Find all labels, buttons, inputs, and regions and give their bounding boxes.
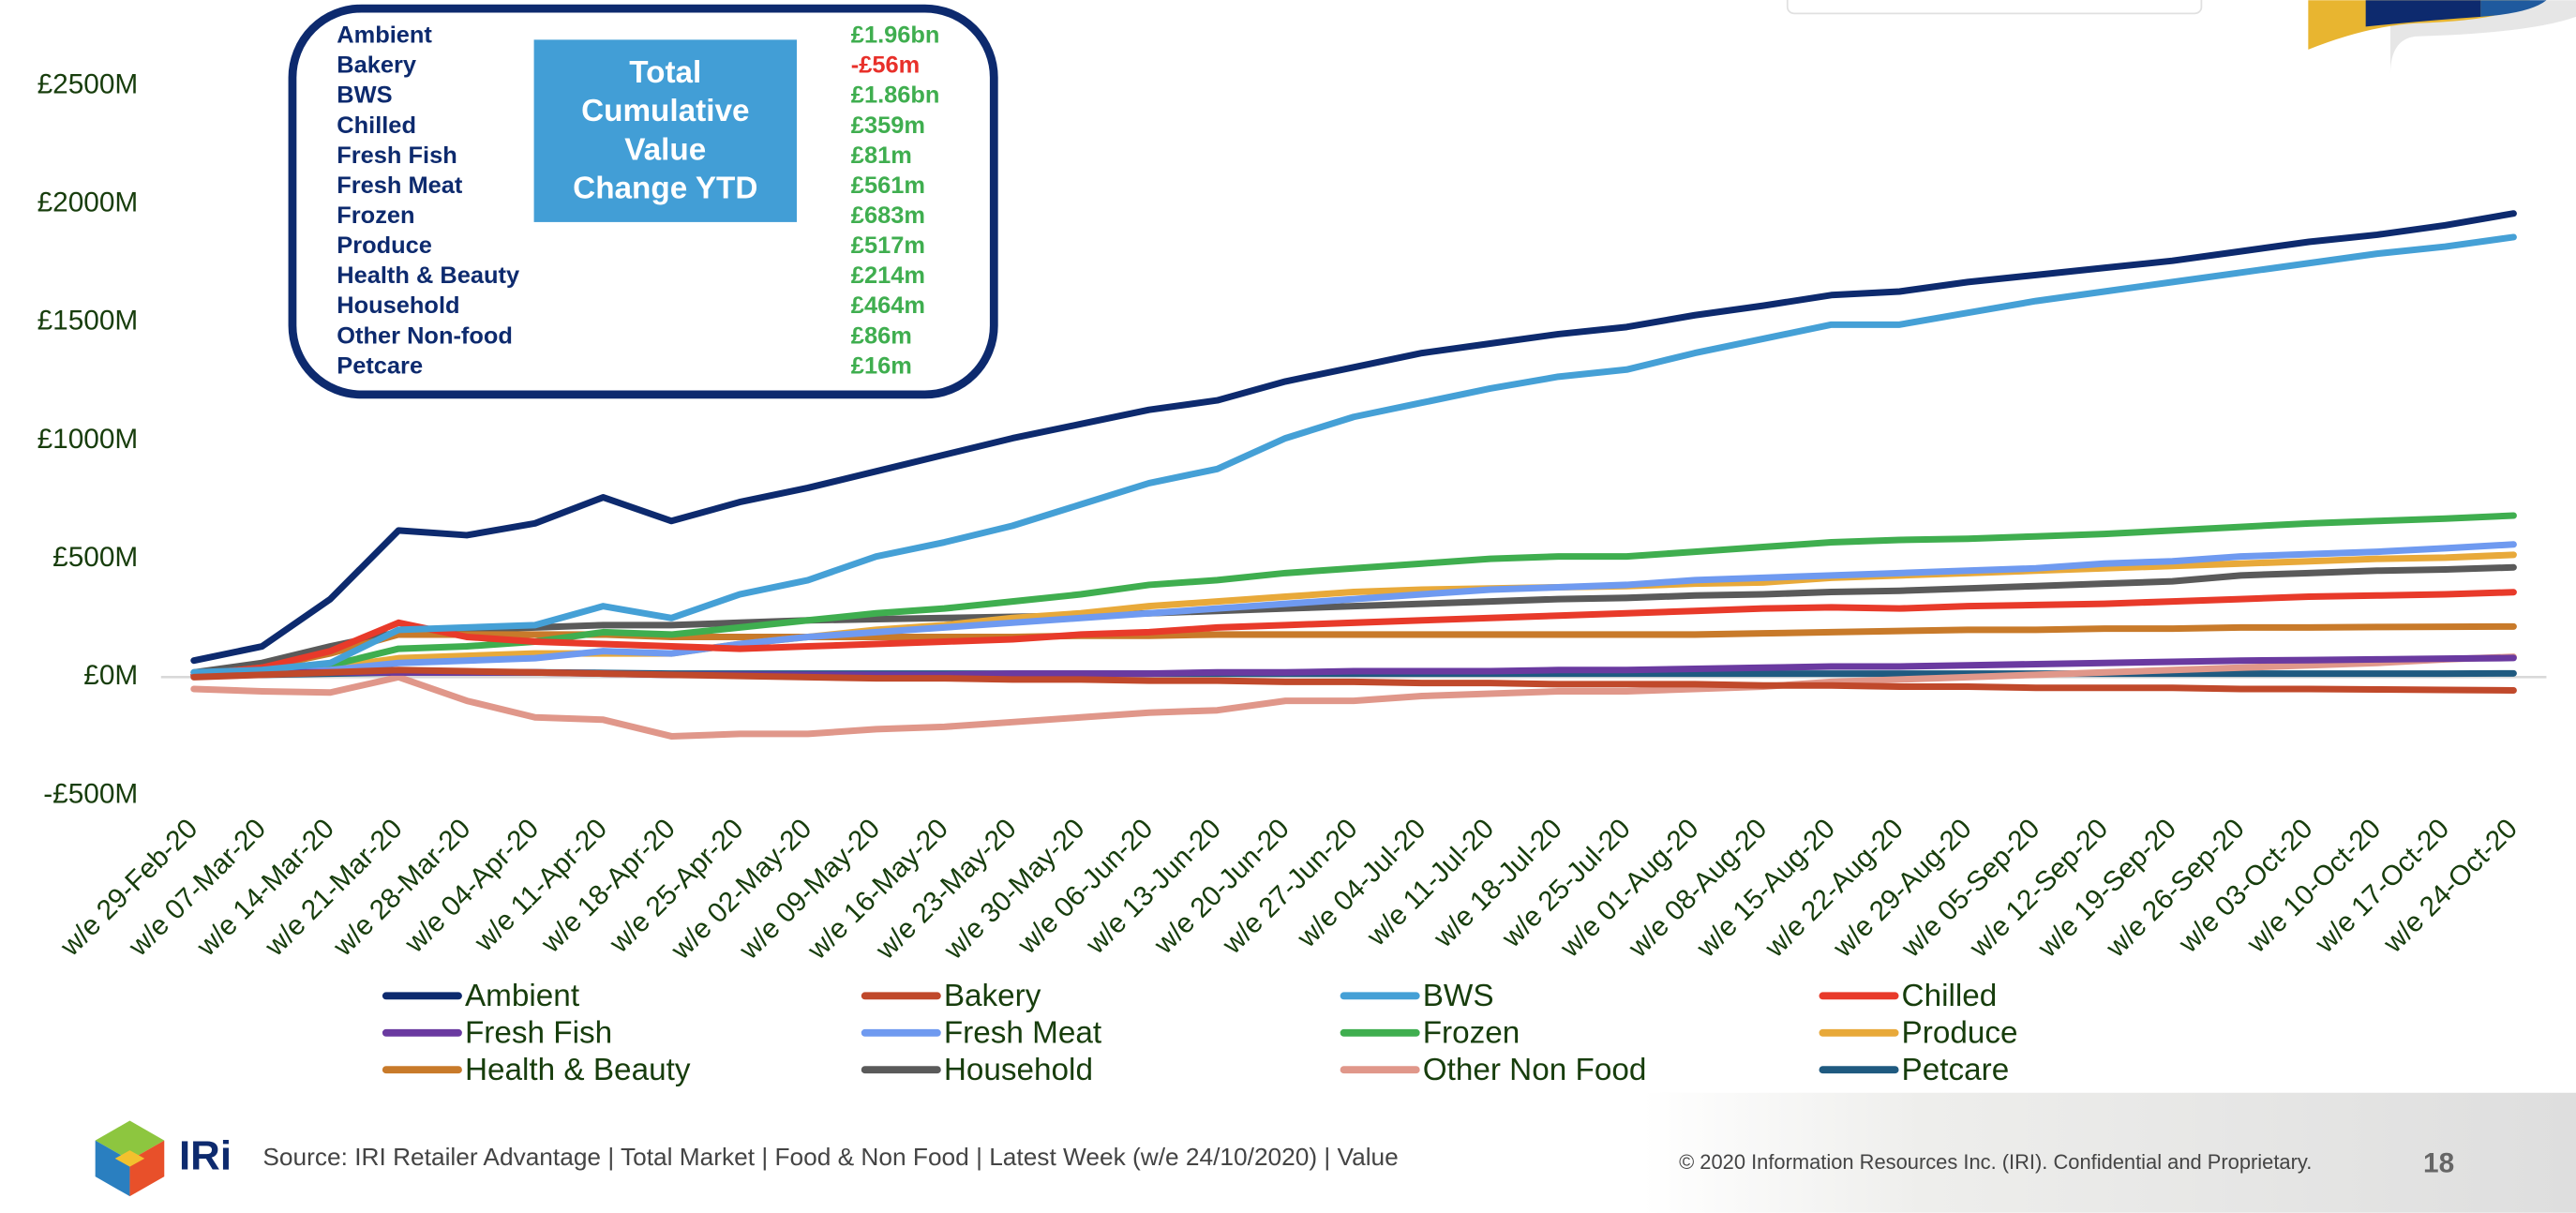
summary-title-box: [533, 39, 797, 222]
logo-cube: [95, 1120, 165, 1197]
legend-label: Ambient: [465, 979, 579, 1013]
summary-label: Fresh Meat: [337, 172, 463, 199]
legend: Ambient Bakery BWS Chilled Fresh Fish Fresh M…: [382, 979, 2018, 1087]
summary-title: Change YTD: [573, 172, 757, 206]
legend-label: Health & Beauty: [465, 1053, 691, 1087]
legend-label: Produce: [1902, 1015, 2018, 1050]
summary-title: Total: [629, 55, 701, 90]
legend-label: Other Non Food: [1423, 1053, 1647, 1087]
page-number: 18: [2423, 1148, 2454, 1179]
footer-band: [1642, 1092, 2576, 1213]
summary-label: Produce: [337, 232, 432, 259]
summary-label: Household: [337, 292, 459, 319]
top-box: [1786, 0, 2203, 15]
summary-title: Value: [624, 132, 706, 167]
series-line: [190, 541, 2517, 680]
summary-label: Other Non-food: [337, 322, 513, 349]
summary-title: Cumulative: [581, 94, 749, 128]
y-tick-label: -£500M: [43, 778, 138, 809]
series-line: [190, 666, 2517, 694]
summary-value: £214m: [851, 262, 925, 289]
summary-label: Fresh Fish: [337, 142, 457, 169]
summary-value: £359m: [851, 112, 925, 139]
summary-value: £81m: [851, 142, 912, 169]
legend-label: Fresh Fish: [465, 1015, 612, 1050]
summary-value: -£56m: [851, 52, 920, 79]
summary-label: Health & Beauty: [337, 262, 519, 289]
summary-value: £86m: [851, 322, 912, 349]
legend-label: Frozen: [1423, 1015, 1520, 1050]
summary-value: £16m: [851, 352, 912, 379]
source-note: Source: IRI Retailer Advantage | Total M…: [262, 1143, 1398, 1171]
y-tick-label: £2500M: [37, 68, 139, 99]
summary-value: £1.96bn: [851, 22, 940, 49]
summary-value: £683m: [851, 202, 925, 229]
series-line: [190, 653, 2517, 740]
footer: IRi Source: IRI Retailer Advantage | Tot…: [95, 1120, 2454, 1197]
summary-value: £1.86bn: [851, 82, 940, 109]
y-tick-label: £1000M: [37, 424, 139, 455]
series-line: [190, 210, 2517, 665]
y-tick-label: £0M: [83, 660, 138, 691]
summary-value: £561m: [851, 172, 925, 199]
y-tick-label: £1500M: [37, 306, 139, 337]
legend-label: Petcare: [1902, 1053, 2010, 1087]
summary-label: Frozen: [337, 202, 414, 229]
summary-label: Bakery: [337, 52, 416, 79]
summary-label: Ambient: [337, 22, 432, 49]
legend-label: Chilled: [1902, 979, 1998, 1013]
copyright: © 2020 Information Resources Inc. (IRI).…: [1679, 1150, 2312, 1174]
brand-mark: [2308, 0, 2576, 75]
summary-value: £517m: [851, 232, 925, 259]
series-line: [190, 563, 2517, 676]
series-line: [190, 589, 2517, 679]
summary-label: BWS: [337, 82, 392, 109]
series-line: [190, 512, 2517, 679]
summary-label: Chilled: [337, 112, 416, 139]
logo-text: IRi: [179, 1132, 232, 1178]
y-tick-label: £2000M: [37, 187, 139, 217]
legend-label: Fresh Meat: [944, 1015, 1101, 1050]
legend-label: Household: [944, 1053, 1093, 1087]
series-line: [190, 233, 2517, 676]
legend-label: Bakery: [944, 979, 1041, 1013]
y-tick-label: £500M: [52, 542, 138, 573]
legend-label: BWS: [1423, 979, 1494, 1013]
summary-value: £464m: [851, 292, 925, 319]
summary-label: Petcare: [337, 352, 423, 379]
summary-box: Total Cumulative Value Change YTD Ambient £1.…: [288, 4, 998, 399]
